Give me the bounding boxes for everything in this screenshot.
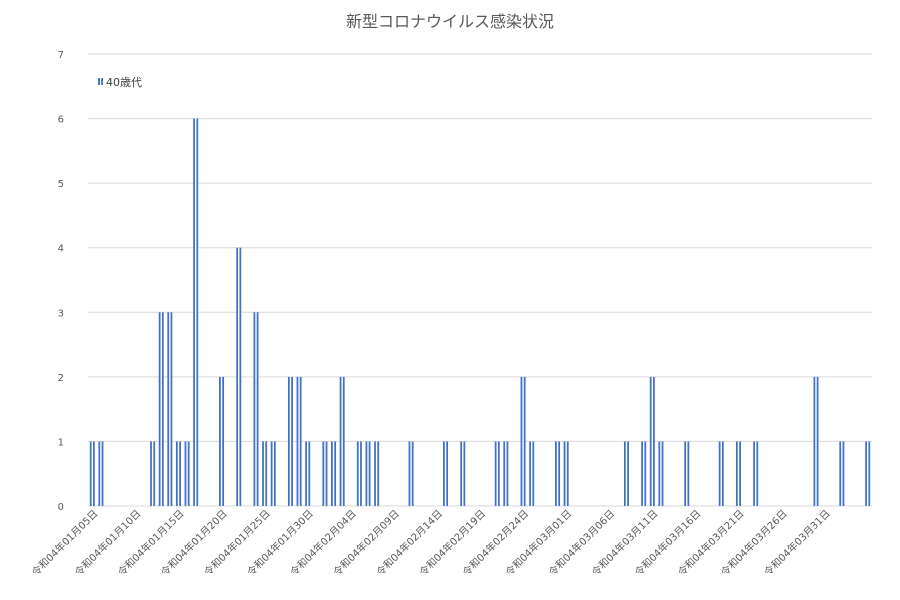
bar-highlight	[91, 441, 94, 506]
bar-highlight	[324, 441, 326, 506]
bar	[865, 441, 871, 506]
bar	[623, 441, 629, 506]
bar-highlight	[255, 312, 257, 506]
bar	[270, 441, 276, 506]
bar-highlight	[332, 441, 335, 506]
bar	[296, 376, 302, 506]
bar	[555, 441, 561, 506]
bar-highlight	[556, 441, 559, 506]
bar	[253, 312, 259, 506]
bar	[184, 441, 190, 506]
bar-highlight	[289, 376, 292, 506]
y-tick-label: 3	[58, 308, 64, 319]
bar	[287, 376, 293, 506]
bar	[735, 441, 741, 506]
bar	[813, 376, 819, 506]
bar	[305, 441, 311, 506]
y-tick-label: 1	[58, 437, 64, 448]
y-tick-label: 2	[58, 373, 64, 384]
bar-highlight	[530, 441, 533, 506]
bar	[98, 441, 104, 506]
bar-highlight	[496, 441, 498, 506]
bar	[658, 441, 664, 506]
bar	[408, 441, 414, 506]
bar	[339, 376, 345, 506]
bar-highlight	[194, 118, 197, 507]
bar	[563, 441, 569, 506]
bar-highlight	[505, 441, 507, 506]
legend-label: 40歳代	[106, 76, 142, 89]
y-tick-label: 5	[58, 179, 64, 190]
bar-highlight	[358, 441, 361, 506]
bar-highlight	[737, 441, 740, 506]
bar	[262, 441, 268, 506]
bar-highlight	[815, 376, 817, 506]
bar	[193, 118, 199, 507]
bar-highlight	[169, 312, 171, 506]
bar-highlight	[151, 441, 154, 506]
y-tick-label: 0	[58, 502, 64, 513]
y-tick-label: 7	[58, 50, 64, 61]
bar-highlight	[272, 441, 274, 506]
bar-highlight	[660, 441, 662, 506]
bar	[89, 441, 95, 506]
bar-highlight	[642, 441, 645, 506]
bar	[219, 376, 225, 506]
bar	[322, 441, 328, 506]
bar-highlight	[375, 441, 378, 506]
bar	[684, 441, 690, 506]
bar-highlight	[177, 441, 180, 506]
bar-highlight	[263, 441, 266, 506]
bar-highlight	[522, 376, 524, 506]
bar-highlight	[625, 441, 628, 506]
bar	[529, 441, 535, 506]
y-tick-label: 6	[58, 115, 64, 126]
bar-highlight	[367, 441, 369, 506]
legend: 40歳代	[98, 76, 142, 89]
bar	[150, 441, 156, 506]
bar-highlight	[651, 376, 654, 506]
bar	[158, 312, 164, 506]
bar-highlight	[238, 247, 240, 506]
bar	[331, 441, 337, 506]
bar	[649, 376, 655, 506]
bar-highlight	[220, 376, 223, 506]
chart-title: 新型コロナウイルス感染状況	[345, 12, 554, 31]
bar	[503, 441, 509, 506]
bar	[753, 441, 759, 506]
bar-highlight	[186, 441, 188, 506]
bar	[175, 441, 181, 506]
bar	[718, 441, 724, 506]
legend-swatch-highlight	[100, 78, 102, 85]
bar	[494, 441, 500, 506]
bar-highlight	[100, 441, 102, 506]
bar	[236, 247, 242, 506]
bar-highlight	[720, 441, 722, 506]
bar-highlight	[160, 312, 162, 506]
bar	[443, 441, 449, 506]
bar-highlight	[444, 441, 447, 506]
bar-highlight	[410, 441, 412, 506]
bar-highlight	[866, 441, 869, 506]
bar-highlight	[341, 376, 343, 506]
bar-highlight	[298, 376, 300, 506]
bar-highlight	[462, 441, 464, 506]
bar	[374, 441, 380, 506]
bar-highlight	[754, 441, 757, 506]
y-tick-label: 4	[58, 244, 64, 255]
bar-highlight	[306, 441, 309, 506]
bar	[167, 312, 173, 506]
bar	[460, 441, 466, 506]
bar-highlight	[686, 441, 688, 506]
bar	[520, 376, 526, 506]
bar-highlight	[565, 441, 567, 506]
bar	[365, 441, 371, 506]
bar-highlight	[841, 441, 843, 506]
bar	[839, 441, 845, 506]
bar	[641, 441, 647, 506]
bar	[356, 441, 362, 506]
